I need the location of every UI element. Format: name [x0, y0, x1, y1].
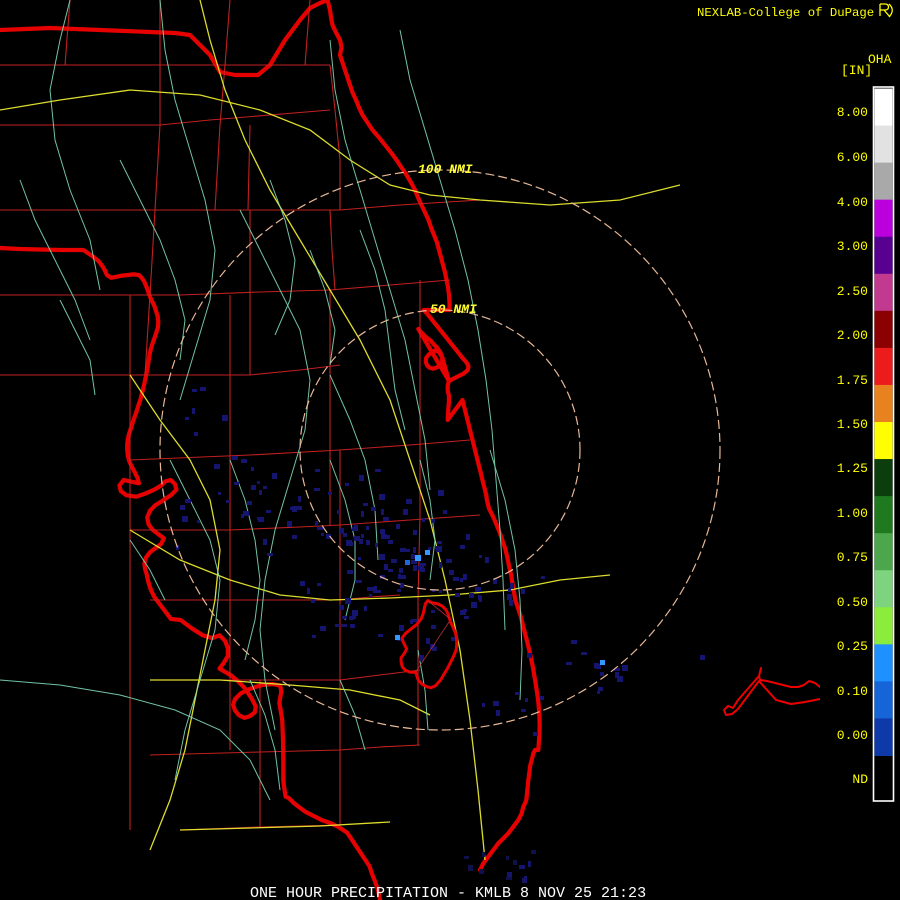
svg-text:2.50: 2.50: [837, 284, 868, 299]
svg-text:100 NMI: 100 NMI: [418, 162, 473, 177]
svg-text:8.00: 8.00: [837, 105, 868, 120]
svg-text:3.00: 3.00: [837, 239, 868, 254]
svg-text:50 NMI: 50 NMI: [430, 302, 477, 317]
svg-text:1.25: 1.25: [837, 461, 868, 476]
svg-text:2.00: 2.00: [837, 328, 868, 343]
svg-text:0.00: 0.00: [837, 728, 868, 743]
svg-text:0.25: 0.25: [837, 639, 868, 654]
svg-text:6.00: 6.00: [837, 150, 868, 165]
svg-text:NEXLAB-College of DuPage: NEXLAB-College of DuPage: [697, 6, 874, 20]
svg-text:0.50: 0.50: [837, 595, 868, 610]
svg-text:1.75: 1.75: [837, 373, 868, 388]
svg-text:0.75: 0.75: [837, 550, 868, 565]
svg-text:1.50: 1.50: [837, 417, 868, 432]
svg-text:1.00: 1.00: [837, 506, 868, 521]
svg-text:ND: ND: [852, 772, 868, 787]
svg-text:4.00: 4.00: [837, 195, 868, 210]
svg-text:0.10: 0.10: [837, 684, 868, 699]
svg-text:[IN]: [IN]: [841, 63, 872, 78]
svg-text:ONE HOUR PRECIPITATION - KMLB: ONE HOUR PRECIPITATION - KMLB 8 NOV 25 2…: [250, 885, 646, 900]
